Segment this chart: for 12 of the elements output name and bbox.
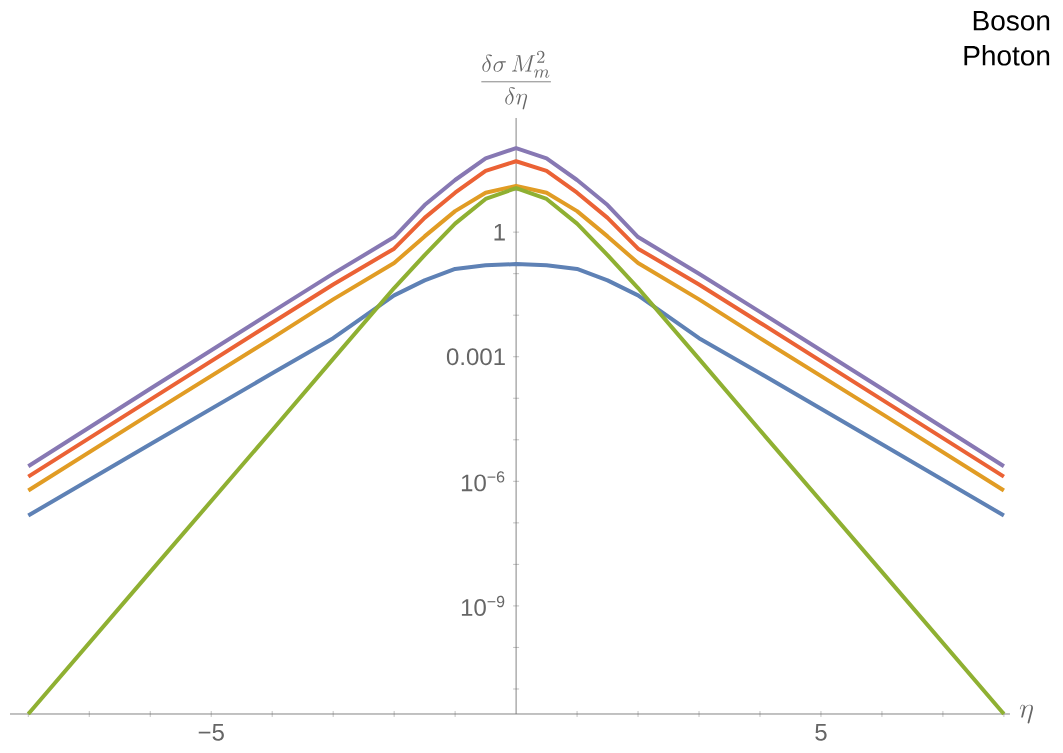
x-tick-label: 5 bbox=[815, 724, 827, 741]
y-tick-label: 10$^{−6}$ bbox=[461, 471, 505, 492]
y-tick-label: 0.001 bbox=[446, 348, 505, 366]
text: Boson bbox=[973, 11, 1050, 31]
y-tick-label: 10$^{−9}$ bbox=[461, 595, 505, 616]
text: Photon bbox=[964, 45, 1050, 66]
y-axis-title: $\frac{\delta\sigma\, M_m^2}{\delta\eta}$ bbox=[481, 50, 551, 110]
line-series bbox=[26, 186, 1006, 716]
x-axis-title: $\eta$ bbox=[1019, 704, 1033, 724]
y-tick-label: 1 bbox=[494, 223, 505, 241]
x-tick-label: −5 bbox=[198, 724, 224, 741]
line-series bbox=[26, 262, 1006, 518]
